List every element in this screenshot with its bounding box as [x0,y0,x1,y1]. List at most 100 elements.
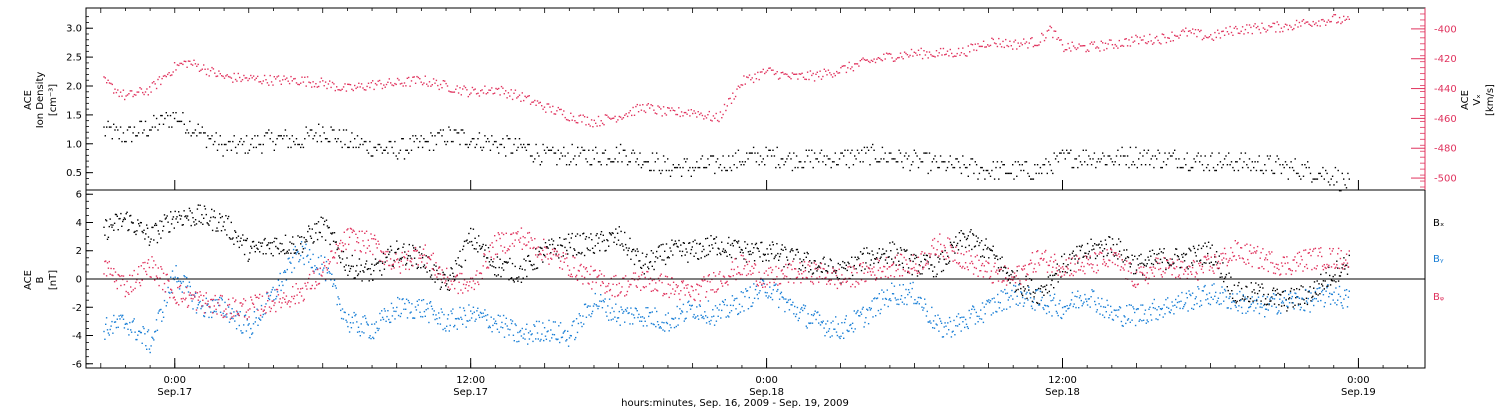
data-point-black [1282,164,1283,165]
data-point-black [665,264,666,265]
data-point-black [1315,292,1316,293]
data-point-black [1185,164,1186,165]
data-point-black [1120,241,1121,242]
data-point-black [350,141,351,142]
data-point-red [854,63,855,64]
data-point-blue [819,315,820,316]
data-point-red [498,88,499,89]
data-point-black [1343,178,1344,179]
data-point-red [436,276,437,277]
data-point-black [964,164,965,165]
data-point-red [366,231,367,232]
data-point-black [1121,254,1122,255]
data-point-red [234,301,235,302]
data-point-black [433,150,434,151]
data-point-blue [675,317,676,318]
data-point-blue [718,309,719,310]
data-point-black [635,250,636,251]
data-point-black [1119,251,1120,252]
data-point-black [653,269,654,270]
data-point-black [787,259,788,260]
data-point-black [900,247,901,248]
data-point-blue [944,326,945,327]
data-point-red [703,118,704,119]
data-point-red [873,58,874,59]
data-point-blue [576,318,577,319]
data-point-black [590,233,591,234]
data-point-black [325,240,326,241]
data-point-black [587,248,588,249]
data-point-black [957,158,958,159]
data-point-black [1134,164,1135,165]
data-point-red [1223,31,1224,32]
data-point-red [353,231,354,232]
data-point-blue [1080,295,1081,296]
data-point-blue [839,336,840,337]
data-point-black [1260,300,1261,301]
data-point-black [939,167,940,168]
data-point-black [311,238,312,239]
data-point-blue [554,334,555,335]
data-point-black [708,254,709,255]
data-point-red [1173,40,1174,41]
data-point-red [270,75,271,76]
data-point-red [763,69,764,70]
data-point-blue [435,314,436,315]
data-point-black [342,258,343,259]
data-point-blue [970,313,971,314]
data-point-red [107,80,108,81]
data-point-black [350,268,351,269]
data-point-blue [325,280,326,281]
data-point-red [158,285,159,286]
data-point-red [299,292,300,293]
data-point-red [253,304,254,305]
data-point-red [646,104,647,105]
data-point-red [472,87,473,88]
data-point-blue [298,261,299,262]
data-point-red [389,78,390,79]
data-point-blue [359,331,360,332]
data-point-blue [250,328,251,329]
data-point-blue [403,309,404,310]
data-point-red [450,289,451,290]
data-point-red [529,95,530,96]
data-point-red [431,255,432,256]
data-point-blue [360,335,361,336]
data-point-black [1024,290,1025,291]
data-point-blue [291,272,292,273]
data-point-red [595,123,596,124]
data-point-black [134,231,135,232]
data-point-red [402,252,403,253]
data-point-blue [299,259,300,260]
data-point-blue [623,311,624,312]
data-point-blue [1239,291,1240,292]
data-point-blue [1004,289,1005,290]
data-point-red [944,54,945,55]
data-point-red [239,315,240,316]
data-point-blue [872,316,873,317]
data-point-black [382,263,383,264]
data-point-black [766,248,767,249]
data-point-blue [483,313,484,314]
data-point-black [832,266,833,267]
data-point-red [419,78,420,79]
data-point-black [1335,281,1336,282]
data-point-black [288,249,289,250]
data-point-red [1238,33,1239,34]
data-point-blue [863,307,864,308]
data-point-black [422,257,423,258]
data-point-red [486,93,487,94]
data-point-black [343,251,344,252]
data-point-red [754,74,755,75]
data-point-red [304,299,305,300]
data-point-blue [1068,308,1069,309]
data-point-red [177,287,178,288]
data-point-red [1181,31,1182,32]
data-point-black [741,164,742,165]
data-point-blue [793,313,794,314]
data-point-black [1077,262,1078,263]
data-point-black [301,236,302,237]
data-point-black [1026,161,1027,162]
data-point-red [732,93,733,94]
data-point-black [672,254,673,255]
